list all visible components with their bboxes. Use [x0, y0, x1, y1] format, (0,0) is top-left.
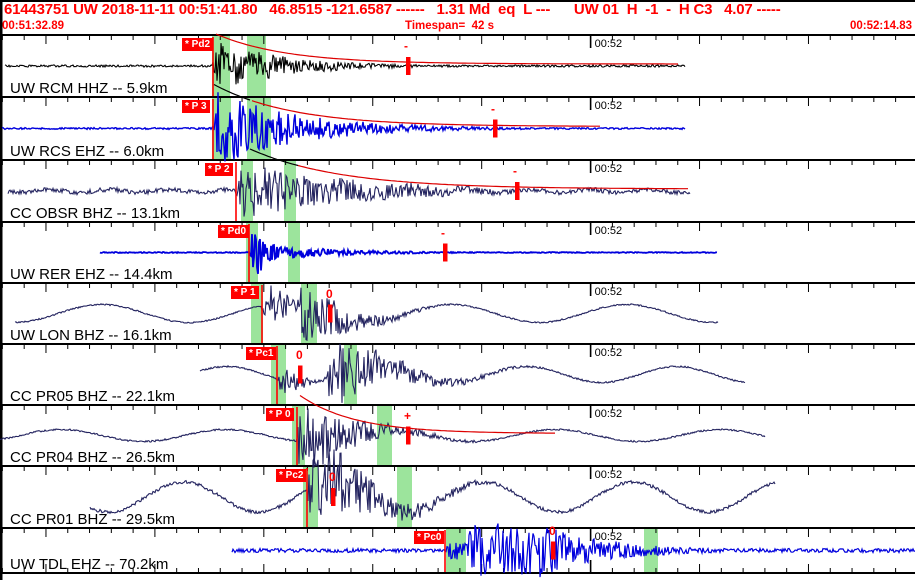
- trace-waveform[interactable]: [1, 92, 686, 162]
- decay-curve: [215, 33, 678, 65]
- trace-waveform[interactable]: [231, 523, 915, 578]
- trace-waveform[interactable]: [14, 285, 719, 341]
- station-label[interactable]: CC OBSR BHZ -- 13.1km: [10, 205, 181, 222]
- station-label[interactable]: CC PR01 BHZ -- 29.5km: [10, 511, 176, 528]
- station-label[interactable]: UW TDL EHZ -- 70.2km: [10, 556, 169, 573]
- pick-flag[interactable]: * P 3: [182, 100, 210, 113]
- pick-flag[interactable]: * P 0: [266, 408, 294, 421]
- minute-time-label: 00:52: [594, 225, 623, 237]
- station-label[interactable]: UW RCS EHZ -- 6.0km: [10, 143, 165, 160]
- coda-marker-label[interactable]: 0: [296, 347, 303, 362]
- coda-marker[interactable]: [328, 304, 333, 323]
- coda-marker[interactable]: [443, 243, 448, 262]
- coda-marker[interactable]: [406, 57, 411, 75]
- green-highlight-band: [397, 467, 412, 528]
- timespan-label: Timespan= 42 s: [405, 20, 494, 32]
- trace-waveform[interactable]: [199, 343, 746, 403]
- coda-marker[interactable]: [515, 182, 520, 200]
- window-start-time: 00:51:32.89: [2, 20, 65, 32]
- pick-flag[interactable]: * P 1: [231, 286, 259, 299]
- station-label[interactable]: UW RCM HHZ -- 5.9km: [10, 80, 168, 97]
- pick-flag[interactable]: * Pc0: [414, 531, 445, 544]
- minute-time-label: 00:52: [594, 163, 623, 175]
- green-highlight-band: [377, 406, 392, 466]
- minute-time-label: 00:52: [594, 469, 623, 481]
- minute-time-label: 00:52: [594, 347, 623, 359]
- coda-marker-label[interactable]: 0: [329, 470, 336, 484]
- coda-marker[interactable]: [493, 119, 498, 138]
- coda-marker[interactable]: [331, 488, 336, 506]
- green-highlight-band: [251, 284, 263, 344]
- coda-marker-label[interactable]: 0: [326, 286, 333, 301]
- minute-time-label: 00:52: [594, 531, 623, 543]
- trace-waveform[interactable]: [0, 408, 766, 468]
- decay-curve: [299, 395, 555, 434]
- trace-waveform[interactable]: [4, 43, 686, 85]
- green-highlight-band: [271, 345, 286, 405]
- station-label[interactable]: CC PR05 BHZ -- 22.1km: [10, 388, 176, 405]
- event-header: 61443751 UW 2018-11-11 00:51:41.80 46.85…: [4, 1, 781, 18]
- decay-curve-black: [249, 148, 299, 167]
- window-end-time: 00:52:14.83: [849, 20, 912, 32]
- coda-marker[interactable]: [298, 365, 303, 384]
- decay-curve: [251, 100, 600, 127]
- pick-flag[interactable]: * P 2: [205, 163, 233, 176]
- trace-waveform[interactable]: [89, 449, 776, 521]
- station-label[interactable]: UW LON BHZ -- 16.1km: [10, 327, 172, 344]
- coda-marker[interactable]: [551, 541, 556, 560]
- minute-time-label: 00:52: [594, 100, 623, 112]
- station-label[interactable]: UW RER EHZ -- 14.4km: [10, 266, 173, 283]
- pick-flag[interactable]: * Pc2: [276, 469, 307, 482]
- coda-marker-label[interactable]: 0: [549, 523, 556, 538]
- minute-time-label: 00:52: [594, 286, 623, 298]
- trace-waveform[interactable]: [99, 234, 718, 274]
- green-highlight-band: [344, 345, 357, 405]
- coda-marker-label[interactable]: -: [513, 164, 517, 178]
- minute-time-label: 00:52: [594, 408, 623, 420]
- decay-curve-black: [213, 83, 251, 101]
- decay-curve: [297, 164, 688, 190]
- coda-marker-label[interactable]: +: [404, 408, 412, 423]
- minute-time-label: 00:52: [594, 38, 623, 50]
- coda-marker-label[interactable]: -: [404, 39, 408, 53]
- coda-marker-label[interactable]: -: [491, 101, 495, 116]
- pick-flag[interactable]: * Pd0: [218, 225, 250, 238]
- station-label[interactable]: CC PR04 BHZ -- 26.5km: [10, 449, 176, 466]
- coda-marker[interactable]: [406, 426, 411, 445]
- green-highlight-band: [284, 161, 296, 222]
- pick-flag[interactable]: * Pd2: [182, 38, 214, 51]
- pick-flag[interactable]: * Pc1: [246, 347, 277, 360]
- green-highlight-band: [644, 529, 658, 573]
- green-highlight-band: [212, 36, 230, 97]
- trace-waveform[interactable]: [7, 167, 691, 217]
- coda-marker-label[interactable]: -: [441, 225, 445, 240]
